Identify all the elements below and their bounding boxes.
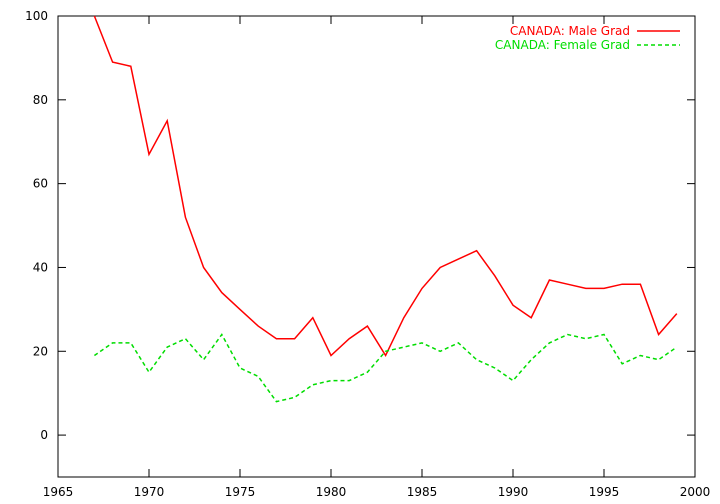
axes: 1965 1970 1975 1980 1985 1990 1995 2000 0 20 40 60 8… [25,9,710,499]
x-tick-label: 1975 [225,485,256,499]
plot-frame [57,15,696,478]
x-tick-label: 2000 [680,485,711,499]
x-tick-label: 1985 [407,485,438,499]
y-tick-label: 80 [33,93,48,107]
series-line-female-grad [93,333,678,403]
y-tick-label: 20 [33,344,48,358]
x-tick-label: 1970 [134,485,165,499]
x-tick-label: 1990 [498,485,529,499]
y-tick-label: 40 [33,260,48,274]
x-tick-label: 1995 [589,485,620,499]
x-tick-label: 1980 [316,485,347,499]
series-line-male-grad [93,15,678,358]
legend-label: CANADA: Male Grad [510,24,630,38]
x-tick-label: 1965 [43,485,74,499]
legend-label: CANADA: Female Grad [495,38,630,52]
y-tick-label: 60 [33,177,48,191]
series-layer [93,15,678,403]
y-tick-label: 100 [25,9,48,23]
y-tick-label: 0 [40,428,48,442]
